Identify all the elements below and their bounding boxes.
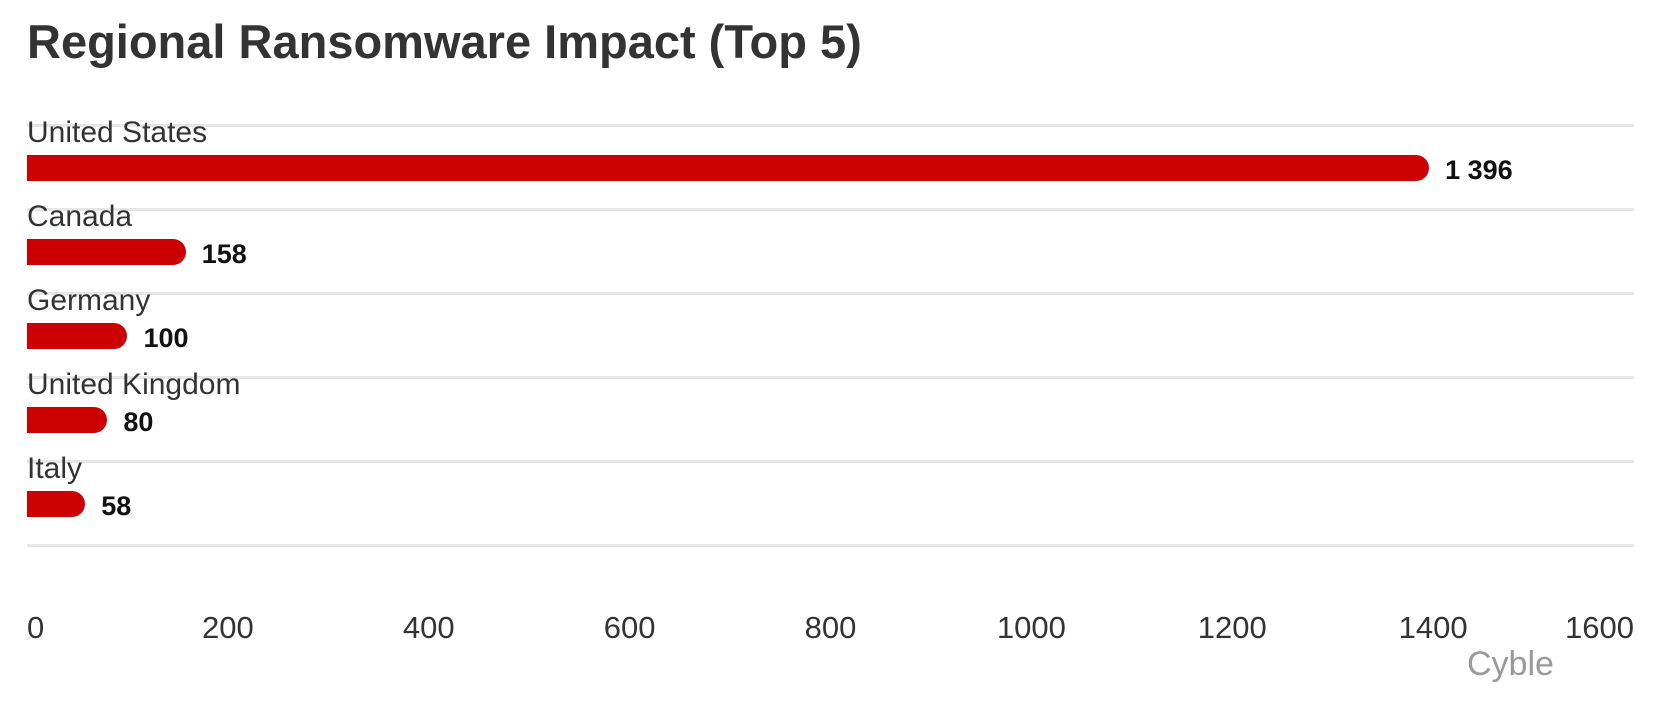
x-tick-label: 200 [202,610,254,645]
x-tick-label: 0 [27,610,45,645]
bar-row-canada: Canada 158 [27,200,1634,300]
x-tick-label: 1200 [1197,610,1267,645]
x-tick-label: 800 [804,610,857,645]
x-axis: 0 200 400 600 800 1000 1200 1400 1600 [27,610,1634,650]
value-label: 158 [201,239,247,269]
bar[interactable] [27,239,186,265]
category-label: United States [27,116,208,149]
x-tick-label: 1600 [1565,610,1634,645]
x-tick-label: 600 [603,610,656,645]
x-tick-label: 400 [402,610,455,645]
value-label: 100 [143,323,189,353]
category-label: Italy [27,452,83,485]
category-label: Canada [27,200,133,233]
x-tick-label: 1400 [1398,610,1468,645]
bar-row-united-states: United States 1 396 [27,116,1634,216]
bar[interactable] [27,155,1430,181]
plot-area: United States 1 396 Canada 158 Germany 1… [27,116,1634,575]
value-label: 1 396 [1445,155,1513,185]
gridline [27,124,1634,127]
value-label: 80 [123,407,154,437]
category-label: Germany [27,284,151,317]
bar-row-united-kingdom: United Kingdom 80 [27,368,1634,468]
chart-title: Regional Ransomware Impact (Top 5) [27,15,862,68]
value-label: 58 [101,491,132,521]
bar[interactable] [27,323,128,349]
category-label: United Kingdom [27,368,241,401]
credit-label[interactable]: Cyble [1467,645,1554,683]
bar[interactable] [27,491,86,517]
gridline [27,460,1634,463]
gridline [27,208,1634,211]
x-tick-label: 1000 [996,610,1066,645]
bar[interactable] [27,407,108,433]
gridline [27,544,1634,547]
gridline [27,292,1634,295]
bar-row-germany: Germany 100 [27,284,1634,384]
gridline [27,376,1634,379]
bar-row-italy: Italy 58 [27,452,1634,552]
